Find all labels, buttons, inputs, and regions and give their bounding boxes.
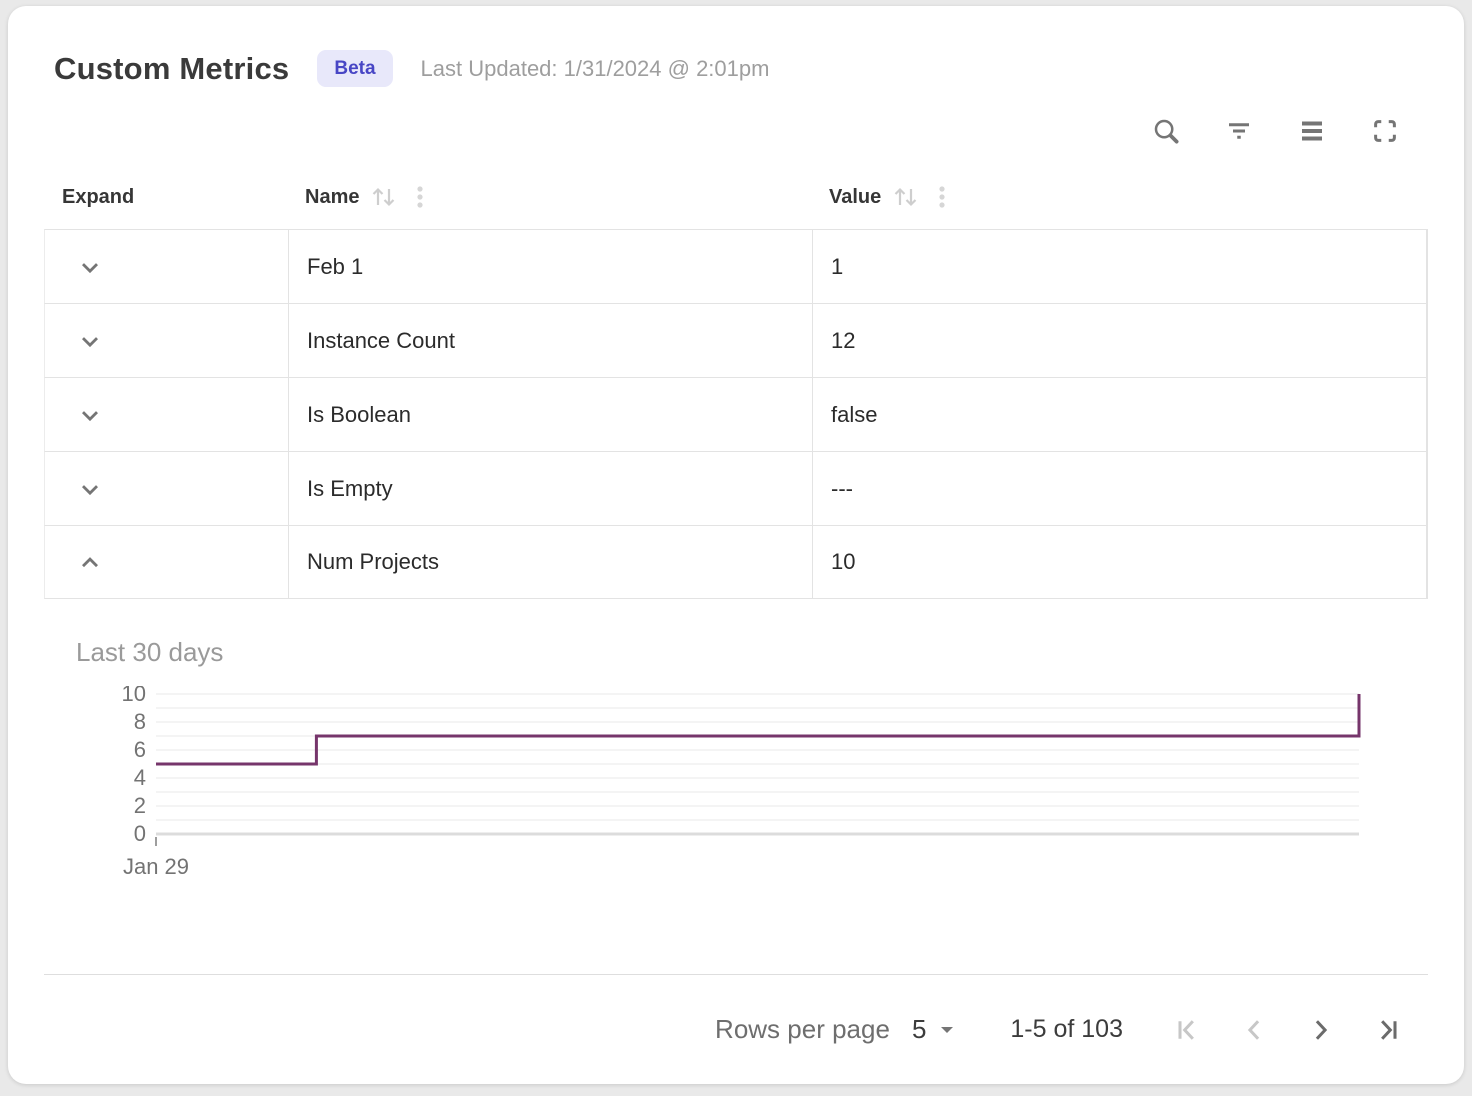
table-row: Instance Count 12 bbox=[44, 303, 1428, 377]
table-body: Feb 1 1 Instance Count 12 Is Boolean false Is … bbox=[44, 229, 1428, 599]
search-icon[interactable] bbox=[1151, 116, 1181, 146]
table-row: Num Projects 10 bbox=[44, 525, 1428, 599]
rows-per-page-label: Rows per page bbox=[715, 1014, 890, 1044]
table-row: Is Boolean false bbox=[44, 377, 1428, 451]
column-header-name[interactable]: Name bbox=[287, 183, 811, 211]
collapse-row-icon[interactable] bbox=[75, 547, 105, 577]
metric-name-cell[interactable]: Num Projects bbox=[288, 526, 812, 598]
column-label: Name bbox=[305, 185, 360, 208]
sort-arrows-icon[interactable] bbox=[369, 184, 399, 210]
page-title: Custom Metrics bbox=[54, 50, 290, 86]
expanded-row-panel: Last 30 days 0 2 4 6 8 10 Jan 29 bbox=[44, 599, 1428, 933]
column-menu-icon[interactable] bbox=[409, 183, 431, 211]
table-toolbar bbox=[44, 113, 1428, 149]
expand-cell bbox=[45, 452, 288, 525]
expand-cell bbox=[45, 304, 288, 377]
expand-row-icon[interactable] bbox=[75, 400, 105, 430]
metric-value-cell[interactable]: 12 bbox=[812, 304, 1426, 377]
last-updated-text: Last Updated: 1/31/2024 @ 2:01pm bbox=[420, 55, 770, 81]
svg-text:8: 8 bbox=[134, 709, 146, 734]
svg-text:2: 2 bbox=[134, 793, 146, 818]
svg-text:6: 6 bbox=[134, 737, 146, 762]
metric-value-cell[interactable]: --- bbox=[812, 452, 1426, 525]
previous-page-icon[interactable] bbox=[1240, 1016, 1268, 1044]
first-page-icon[interactable] bbox=[1173, 1016, 1201, 1044]
metric-name-cell[interactable]: Is Empty bbox=[288, 452, 812, 525]
expand-cell bbox=[45, 378, 288, 451]
header: Custom Metrics Beta Last Updated: 1/31/2… bbox=[44, 6, 1428, 87]
table-footer: Rows per page 5 1-5 of 103 bbox=[44, 974, 1428, 1084]
svg-text:0: 0 bbox=[134, 821, 146, 846]
expand-row-icon[interactable] bbox=[75, 326, 105, 356]
table-row: Is Empty --- bbox=[44, 451, 1428, 525]
column-header-expand: Expand bbox=[44, 186, 287, 209]
fullscreen-icon[interactable] bbox=[1370, 116, 1400, 146]
table-header-row: Expand Name bbox=[44, 165, 1428, 229]
metrics-table: Expand Name bbox=[44, 165, 1428, 599]
rows-per-page-caret-icon[interactable] bbox=[936, 1019, 958, 1041]
metric-value-cell[interactable]: 10 bbox=[812, 526, 1426, 598]
column-label: Value bbox=[829, 185, 882, 208]
last-page-icon[interactable] bbox=[1374, 1016, 1402, 1044]
column-label: Expand bbox=[62, 185, 135, 208]
expand-cell bbox=[45, 230, 288, 303]
column-menu-icon[interactable] bbox=[931, 183, 953, 211]
next-page-icon[interactable] bbox=[1307, 1016, 1335, 1044]
pagination-range-label: 1-5 of 103 bbox=[1010, 1015, 1123, 1043]
expand-row-icon[interactable] bbox=[75, 252, 105, 282]
density-icon[interactable] bbox=[1297, 116, 1327, 146]
filter-icon[interactable] bbox=[1224, 116, 1254, 146]
expand-row-icon[interactable] bbox=[75, 474, 105, 504]
metric-name-cell[interactable]: Instance Count bbox=[288, 304, 812, 377]
metric-name-cell[interactable]: Feb 1 bbox=[288, 230, 812, 303]
expand-cell bbox=[45, 526, 288, 598]
custom-metrics-card: Custom Metrics Beta Last Updated: 1/31/2… bbox=[8, 6, 1464, 1084]
sort-arrows-icon[interactable] bbox=[891, 184, 921, 210]
metric-name-cell[interactable]: Is Boolean bbox=[288, 378, 812, 451]
chart-title: Last 30 days bbox=[76, 637, 224, 667]
rows-per-page-select[interactable]: 5 bbox=[911, 1014, 927, 1044]
metric-value-cell[interactable]: false bbox=[812, 378, 1426, 451]
pagination-controls bbox=[1173, 1016, 1402, 1044]
svg-text:Jan 29: Jan 29 bbox=[123, 854, 189, 879]
metric-value-cell[interactable]: 1 bbox=[812, 230, 1426, 303]
svg-text:4: 4 bbox=[134, 765, 146, 790]
beta-badge: Beta bbox=[317, 50, 393, 87]
column-header-value[interactable]: Value bbox=[811, 183, 1428, 211]
step-line-chart: 0 2 4 6 8 10 Jan 29 bbox=[122, 681, 1361, 879]
svg-text:10: 10 bbox=[122, 686, 146, 706]
sparkline-chart: 0 2 4 6 8 10 Jan 29 bbox=[76, 681, 1428, 893]
